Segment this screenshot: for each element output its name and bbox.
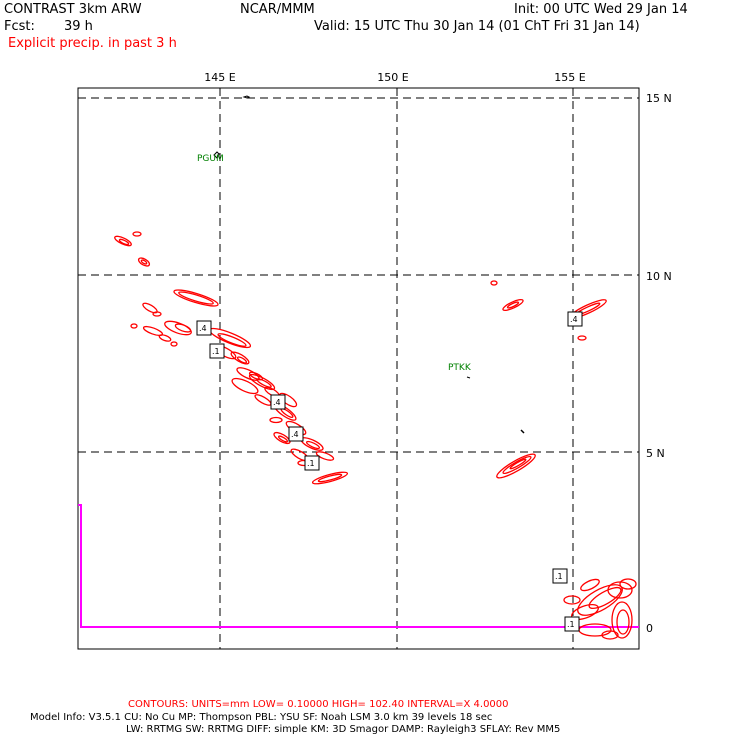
model-info-line-2: LW: RRTMG SW: RRTMG DIFF: simple KM: 3D … (126, 724, 561, 735)
contour-label: .1 (567, 620, 575, 629)
init-time: Init: 00 UTC Wed 29 Jan 14 (514, 2, 688, 17)
guam-outline (213, 151, 220, 159)
contour-label: .4 (570, 315, 578, 324)
station-pgum: PGUM (197, 154, 224, 164)
lat-label-5n: 5 N (646, 447, 665, 460)
lat-label-0: 0 (646, 622, 653, 635)
contour-label: .1 (555, 572, 563, 581)
lon-label-155: 155 E (554, 71, 585, 84)
contour-label: .1 (212, 347, 220, 356)
island-outline (242, 95, 251, 99)
contour-label-box (270, 394, 286, 410)
contour-label-box (196, 320, 212, 336)
lat-lon-grid (78, 88, 639, 649)
contour-label-box (304, 455, 320, 471)
contour-label: .1 (307, 459, 315, 468)
contour-info: CONTOURS: UNITS=mm LOW= 0.10000 HIGH= 10… (128, 699, 509, 710)
domain-boundary (78, 504, 639, 628)
contour-label-box (564, 616, 580, 632)
contour-label: .4 (199, 324, 207, 333)
contour-label-box (209, 343, 225, 359)
lon-label-145: 145 E (204, 71, 235, 84)
model-info-line-1: Model Info: V3.5.1 CU: No Cu MP: Thompso… (30, 712, 493, 723)
chuuk-outline (466, 376, 471, 379)
contour-label: .4 (291, 430, 299, 439)
island-mark (520, 429, 525, 434)
contour-cell (114, 235, 132, 247)
valid-time: Valid: 15 UTC Thu 30 Jan 14 (01 ChT Fri … (314, 19, 640, 34)
contour-labels: .4 .1 .4 .4 .1 .4 .1 .1 (196, 311, 583, 632)
lat-label-10n: 10 N (646, 270, 672, 283)
contour-label-box (567, 311, 583, 327)
contour-label: .4 (273, 398, 281, 407)
station-ptkk: PTKK (448, 363, 472, 373)
org-label: NCAR/MMM (240, 2, 315, 17)
contour-band (173, 289, 219, 307)
lon-label-150: 150 E (377, 71, 408, 84)
map-frame (77, 87, 640, 650)
contour-label-box (552, 568, 568, 584)
field-title: Explicit precip. in past 3 h (8, 36, 177, 51)
forecast-hour: 39 h (64, 19, 93, 34)
precip-contours (114, 231, 637, 640)
contour-cell (137, 257, 151, 267)
model-title: CONTRAST 3km ARW (4, 2, 142, 17)
forecast-label: Fcst: (4, 19, 35, 34)
lat-label-15n: 15 N (646, 92, 672, 105)
contour-label-box (288, 426, 304, 442)
